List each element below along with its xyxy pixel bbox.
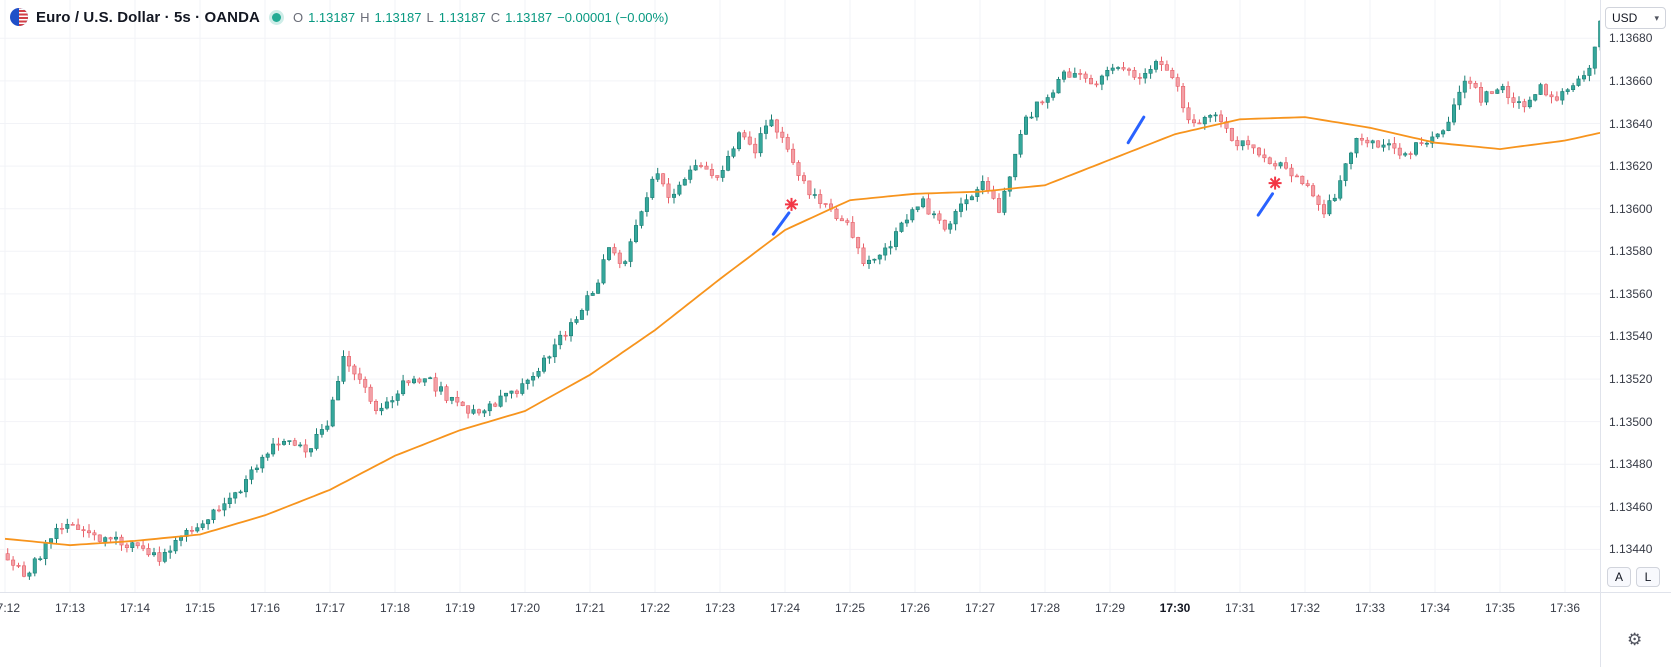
auto-scale-button[interactable]: A [1607,567,1631,587]
scale-buttons: A L [1607,567,1660,587]
time-tick-label: 17:19 [444,601,476,615]
close-value: 1.13187 [505,9,553,25]
price-tick-label: 1.13520 [1609,372,1653,387]
time-axis[interactable]: 17:12 17:13 17:14 17:15 17:16 17:17 17:18 17:19… [0,592,1600,667]
low-label: L [426,9,434,25]
currency-label: USD [1612,11,1638,25]
time-tick-label: 17:24 [769,601,801,615]
high-value: 1.13187 [374,9,422,25]
time-tick-label: 17:20 [509,601,541,615]
time-tick-label: 17:30 [1159,601,1191,615]
time-tick-label: 17:17 [314,601,346,615]
chart-legend: Euro / U.S. Dollar · 5s · OANDA O 1.1318… [10,8,668,26]
chart-plot-area[interactable]: Euro / U.S. Dollar · 5s · OANDA O 1.1318… [0,0,1600,592]
settings-gear-icon[interactable]: ⚙ [1627,630,1643,649]
open-value: 1.13187 [308,9,356,25]
open-label: O [292,9,304,25]
market-status-dot-icon[interactable] [271,12,281,22]
currency-dropdown[interactable]: USD ▾ [1605,7,1666,29]
time-tick-label: 17:29 [1094,601,1126,615]
log-scale-button[interactable]: L [1636,567,1660,587]
time-tick-label: 17:27 [964,601,996,615]
time-tick-label: 17:16 [249,601,281,615]
time-tick-label: 17:21 [574,601,606,615]
price-tick-label: 1.13620 [1609,159,1653,174]
price-tick-label: 1.13660 [1609,73,1653,88]
price-tick-label: 1.13680 [1609,31,1653,46]
change-value: −0.00001 (−0.00%) [557,9,669,25]
ohlc-readout: O 1.13187 H 1.13187 L 1.13187 C 1.13187 … [293,10,668,25]
price-tick-label: 1.13540 [1609,329,1653,344]
symbol-pair-icon [10,8,28,26]
time-tick-label: 17:15 [184,601,216,615]
low-value: 1.13187 [438,9,486,25]
time-tick-label: 17:32 [1289,601,1321,615]
time-tick-label: 17:36 [1549,601,1581,615]
time-tick-label: 17:26 [899,601,931,615]
price-tick-label: 1.13640 [1609,116,1653,131]
time-tick-label: 17:14 [119,601,151,615]
time-tick-label: 17:28 [1029,601,1061,615]
candlestick-chart-canvas[interactable] [0,0,1600,592]
time-tick-label: 17:22 [639,601,671,615]
price-tick-label: 1.13560 [1609,286,1653,301]
symbol-title[interactable]: Euro / U.S. Dollar · 5s · OANDA [36,8,260,26]
time-tick-label: 17:34 [1419,601,1451,615]
time-tick-label: 17:13 [54,601,86,615]
price-tick-label: 1.13480 [1609,457,1653,472]
price-tick-label: 1.13500 [1609,414,1653,429]
high-label: H [360,9,370,25]
price-tick-label: 1.13460 [1609,499,1653,514]
price-axis[interactable]: USD ▾ 1.13680 1.13660 1.13640 1.13620 1.1360… [1600,0,1671,592]
time-tick-label: 17:12 [0,601,21,615]
time-tick-label: 17:35 [1484,601,1516,615]
price-tick-label: 1.13600 [1609,201,1653,216]
price-tick-label: 1.13580 [1609,244,1653,259]
time-tick-label: 17:33 [1354,601,1386,615]
axis-corner: ⚙ [1600,592,1671,667]
time-tick-label: 17:18 [379,601,411,615]
close-label: C [490,9,501,25]
time-tick-label: 17:31 [1224,601,1256,615]
time-tick-label: 17:23 [704,601,736,615]
time-tick-label: 17:25 [834,601,866,615]
price-tick-label: 1.13440 [1609,542,1653,557]
chevron-down-icon: ▾ [1654,12,1659,23]
